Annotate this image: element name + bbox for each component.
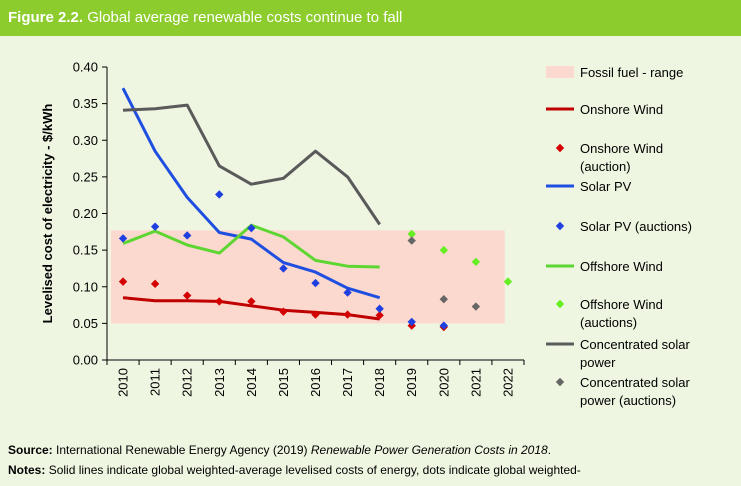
- x-tick-label: 2012: [180, 368, 195, 397]
- auction-point: [182, 231, 192, 240]
- fossil-fuel-band: [111, 230, 505, 324]
- y-tick-label: 0.40: [73, 60, 98, 75]
- legend-label: Solar PV (auctions): [580, 219, 692, 234]
- notes-line: Notes: Solid lines indicate global weigh…: [8, 460, 741, 480]
- auction-point: [182, 291, 192, 300]
- auction-point: [215, 190, 224, 199]
- auction-point: [150, 222, 160, 231]
- legend-swatch-dot: [555, 221, 565, 231]
- y-tick-label: 0.05: [73, 316, 98, 331]
- auction-point: [375, 304, 384, 313]
- legend-label: Concentrated solar: [580, 337, 691, 352]
- source-end: .: [547, 443, 552, 457]
- auction-point: [215, 297, 224, 306]
- x-tick-label: 2020: [436, 368, 451, 397]
- y-tick-label: 0.10: [73, 279, 98, 294]
- legend-label: (auctions): [580, 315, 637, 330]
- figure-header: Figure 2.2. Global average renewable cos…: [0, 0, 741, 36]
- auction-point: [343, 288, 352, 297]
- auction-point: [118, 234, 128, 243]
- x-tick-label: 2022: [500, 368, 515, 397]
- figure-label: Figure 2.2.: [8, 9, 84, 26]
- auction-point: [439, 295, 449, 304]
- series-line: [122, 103, 381, 226]
- x-tick-label: 2021: [468, 368, 483, 397]
- x-tick-label: 2010: [116, 368, 131, 397]
- chart-svg: 0.00 0.05 0.10 0.15 0.20 0.25 0.30 0.35 0.40 2010…: [40, 60, 692, 409]
- auction-point: [311, 278, 320, 288]
- figure-footer: Source: International Renewable Energy A…: [0, 440, 741, 486]
- y-tick-label: 0.15: [73, 243, 98, 258]
- source-title: Renewable Power Generation Costs in 2018: [310, 443, 548, 457]
- auction-point: [279, 307, 288, 316]
- x-tick-label: 2018: [372, 368, 387, 397]
- auction-point: [407, 236, 416, 245]
- auction-point: [311, 310, 320, 319]
- auction-point: [247, 297, 256, 306]
- x-tick-label: 2016: [308, 368, 323, 397]
- chart-area: 0.00 0.05 0.10 0.15 0.20 0.25 0.30 0.35 0.40 2010…: [0, 36, 741, 434]
- legend-swatch-dot: [555, 377, 565, 387]
- x-tick-label: 2015: [276, 368, 291, 397]
- legend-swatch-band: [546, 66, 574, 78]
- legend-label: Solar PV: [580, 179, 632, 194]
- notes-text: Solid lines indicate global weighted-ave…: [48, 463, 581, 477]
- figure-title: Global average renewable costs continue …: [87, 9, 403, 26]
- source-label: Source:: [8, 443, 53, 457]
- y-tick-label: 0.00: [73, 353, 98, 368]
- y-tick-label: 0.35: [73, 96, 98, 111]
- notes-label: Notes:: [8, 463, 46, 477]
- source-line: Source: International Renewable Energy A…: [8, 440, 741, 460]
- legend-label: Fossil fuel - range: [580, 65, 683, 80]
- auction-point: [150, 279, 160, 289]
- x-tick-label: 2017: [340, 368, 355, 397]
- auction-point: [279, 264, 288, 273]
- x-tick-label: 2011: [148, 368, 163, 396]
- source-text: International Renewable Energy Agency (2…: [56, 443, 311, 457]
- y-tick-label: 0.25: [73, 169, 98, 184]
- y-axis-label: Levelised cost of electricity - $/kWh: [40, 104, 55, 324]
- y-tick-label: 0.20: [73, 206, 98, 221]
- series-line: [122, 296, 380, 321]
- series-line: [121, 87, 381, 300]
- auction-point: [247, 223, 256, 233]
- auction-point: [343, 310, 352, 319]
- legend-label: (auction): [580, 159, 631, 174]
- auction-point: [375, 311, 384, 320]
- x-tick-label: 2019: [404, 368, 419, 397]
- legend-label: Offshore Wind: [580, 297, 663, 312]
- auction-point: [118, 277, 128, 286]
- legend-label: Onshore Wind: [580, 102, 663, 117]
- auction-point: [439, 245, 449, 255]
- legend-label: Concentrated solar: [580, 375, 691, 390]
- legend-swatch-dot: [555, 143, 565, 153]
- legend-label: Offshore Wind: [580, 259, 663, 274]
- y-tick-label: 0.30: [73, 133, 98, 148]
- legend-label: Onshore Wind: [580, 141, 663, 156]
- auction-point: [407, 229, 416, 239]
- x-tick-label: 2014: [244, 368, 259, 397]
- auction-point: [471, 302, 481, 311]
- auction-point: [503, 277, 513, 286]
- legend-label: power: [580, 355, 616, 370]
- auction-point: [439, 321, 449, 330]
- legend-label: power (auctions): [580, 393, 676, 408]
- auction-point: [407, 317, 416, 327]
- x-tick-label: 2013: [212, 368, 227, 397]
- legend-swatch-dot: [555, 299, 565, 309]
